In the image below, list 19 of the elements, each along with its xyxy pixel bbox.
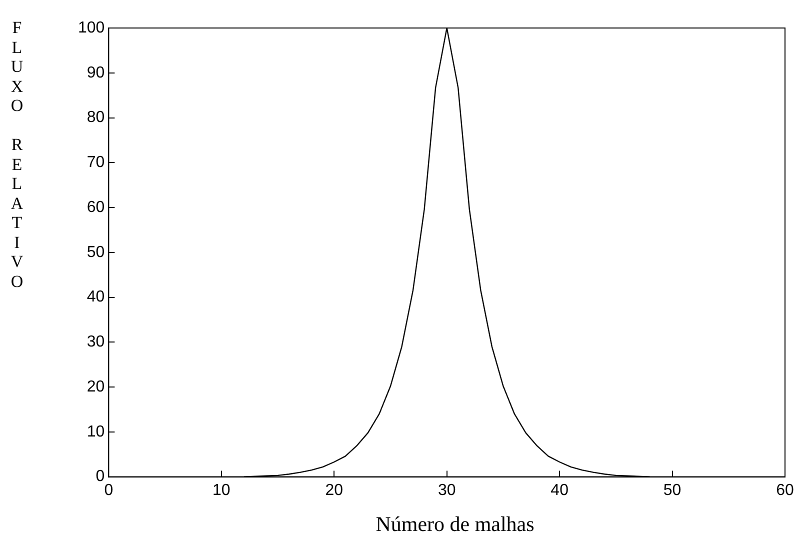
x-tick-label: 20 (325, 482, 344, 499)
y-tick-label: 20 (86, 378, 105, 396)
x-tick-label: 40 (550, 482, 569, 499)
y-tick-label: 50 (86, 244, 105, 261)
y-tick-label: 80 (86, 109, 105, 126)
x-axis-title: Número de malhas (374, 512, 536, 537)
y-tick-label: 60 (86, 198, 105, 216)
x-tick-label: 50 (663, 482, 682, 499)
y-tick-label: 70 (86, 154, 105, 172)
y-tick-label: 30 (86, 334, 105, 351)
x-tick-label: 10 (212, 482, 230, 499)
y-tick-label: 90 (86, 64, 105, 82)
x-tick-label: 30 (438, 482, 456, 499)
y-tick-label: 100 (78, 19, 105, 36)
y-tick-label: 10 (86, 423, 105, 440)
text: FLUXO RELATIVO (10, 18, 24, 290)
x-tick-label: 60 (776, 482, 794, 499)
y-tick-label: 40 (86, 288, 105, 306)
y-tick-label: 0 (96, 468, 105, 486)
